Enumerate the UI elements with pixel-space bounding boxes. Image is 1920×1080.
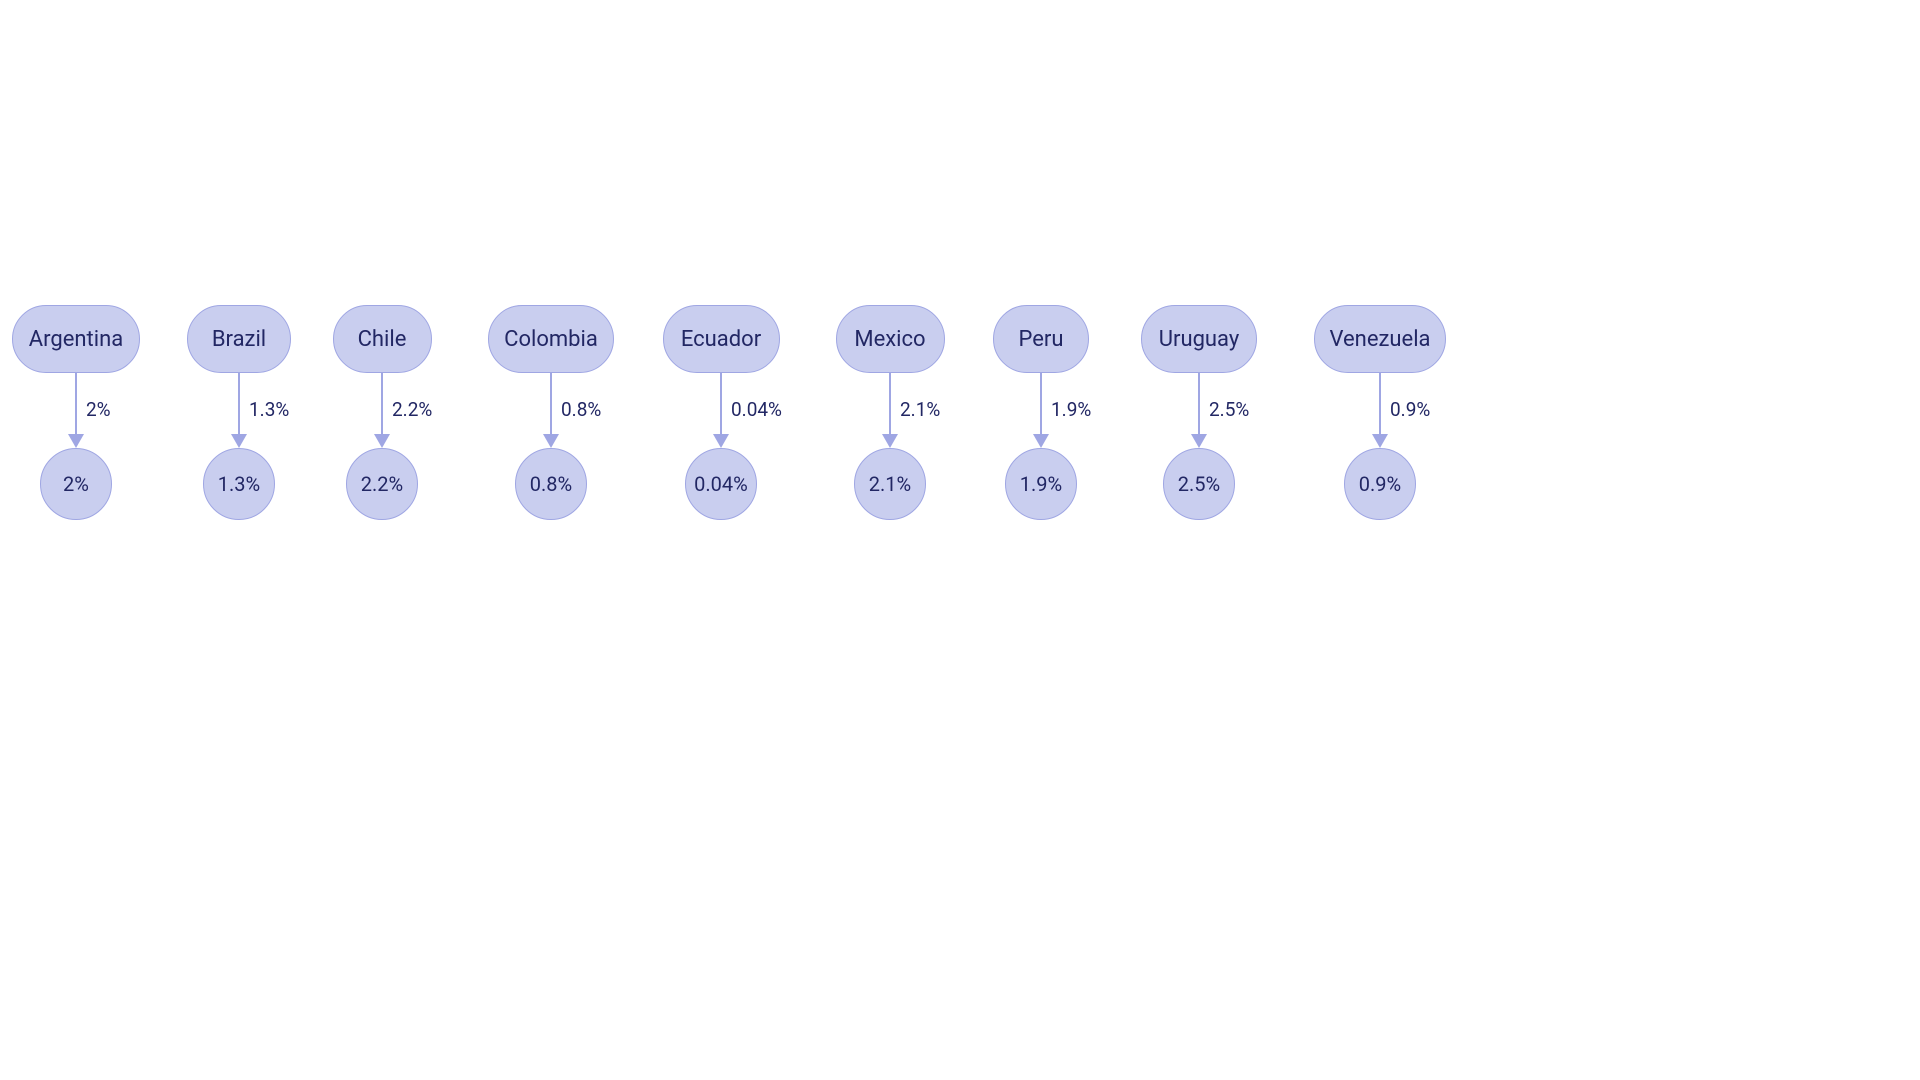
- value-label: 0.04%: [694, 472, 748, 496]
- country-label: Uruguay: [1159, 327, 1240, 352]
- edge-line: [75, 373, 77, 435]
- diagram-canvas: Argentina 2% 2% Brazil 1.3% 1.3% Chile 2.2% 2.2%…: [0, 0, 1920, 1080]
- edge-line: [889, 373, 891, 435]
- value-node: 0.04%: [685, 448, 757, 520]
- edge-line: [720, 373, 722, 435]
- country-node: Chile: [333, 305, 432, 373]
- value-node: 2%: [40, 448, 112, 520]
- value-node: 0.9%: [1344, 448, 1416, 520]
- country-label: Venezuela: [1329, 327, 1430, 352]
- country-node: Uruguay: [1141, 305, 1257, 373]
- edge-label: 1.3%: [249, 398, 289, 421]
- edge-label: 0.8%: [561, 398, 601, 421]
- country-node: Brazil: [187, 305, 291, 373]
- value-label: 2.1%: [869, 472, 911, 496]
- value-label: 2.2%: [361, 472, 403, 496]
- edge-label: 0.04%: [731, 398, 782, 421]
- edge-line: [381, 373, 383, 435]
- country-label: Peru: [1019, 327, 1064, 352]
- edge-label: 2%: [86, 398, 111, 421]
- country-node: Venezuela: [1314, 305, 1446, 373]
- country-label: Colombia: [504, 327, 598, 352]
- edge-line: [1198, 373, 1200, 435]
- value-label: 0.9%: [1359, 472, 1401, 496]
- edge-line: [1379, 373, 1381, 435]
- country-label: Chile: [358, 327, 407, 352]
- edge-line: [550, 373, 552, 435]
- arrowhead-icon: [543, 434, 559, 448]
- country-node: Argentina: [12, 305, 140, 373]
- edge-label: 2.2%: [392, 398, 432, 421]
- country-label: Mexico: [854, 327, 925, 352]
- value-label: 0.8%: [530, 472, 572, 496]
- arrowhead-icon: [68, 434, 84, 448]
- value-label: 2.5%: [1178, 472, 1220, 496]
- country-label: Brazil: [212, 327, 266, 352]
- arrowhead-icon: [1033, 434, 1049, 448]
- edge-label: 2.1%: [900, 398, 940, 421]
- edge-line: [1040, 373, 1042, 435]
- arrowhead-icon: [231, 434, 247, 448]
- arrowhead-icon: [1372, 434, 1388, 448]
- value-label: 1.9%: [1020, 472, 1062, 496]
- edge-line: [238, 373, 240, 435]
- country-node: Ecuador: [663, 305, 780, 373]
- country-label: Argentina: [29, 327, 123, 352]
- value-node: 1.9%: [1005, 448, 1077, 520]
- value-node: 2.2%: [346, 448, 418, 520]
- value-node: 2.5%: [1163, 448, 1235, 520]
- country-label: Ecuador: [681, 327, 761, 352]
- country-node: Peru: [993, 305, 1089, 373]
- edge-label: 0.9%: [1390, 398, 1430, 421]
- country-node: Mexico: [836, 305, 945, 373]
- country-node: Colombia: [488, 305, 614, 373]
- value-node: 2.1%: [854, 448, 926, 520]
- arrowhead-icon: [882, 434, 898, 448]
- edge-label: 2.5%: [1209, 398, 1249, 421]
- value-label: 1.3%: [218, 472, 260, 496]
- value-node: 1.3%: [203, 448, 275, 520]
- arrowhead-icon: [1191, 434, 1207, 448]
- arrowhead-icon: [713, 434, 729, 448]
- edge-label: 1.9%: [1051, 398, 1091, 421]
- value-label: 2%: [63, 472, 89, 496]
- arrowhead-icon: [374, 434, 390, 448]
- value-node: 0.8%: [515, 448, 587, 520]
